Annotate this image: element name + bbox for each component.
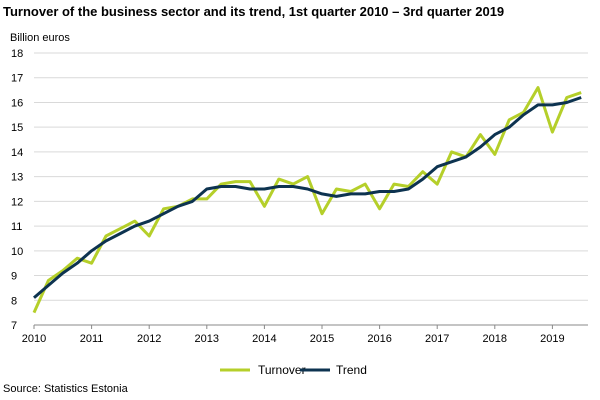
- y-axis-label: Billion euros: [10, 32, 70, 44]
- x-tick-label: 2018: [483, 333, 507, 345]
- legend: Turnover Trend: [220, 363, 367, 377]
- x-tick-label: 2011: [80, 333, 104, 345]
- series-line-trend: [33, 96, 582, 299]
- y-tick-label: 15: [11, 122, 23, 134]
- legend-label-turnover: Turnover: [258, 363, 306, 377]
- x-tick-label: 2014: [252, 333, 276, 345]
- x-tick-labels: 2010 2011 2012 2013 2014 2015 2016 2017 2018 2019: [22, 325, 565, 345]
- series-line-turnover: [32, 86, 582, 314]
- source-note: Source: Statistics Estonia: [3, 383, 128, 395]
- y-tick-label: 11: [11, 221, 22, 233]
- x-tick-label: 2015: [310, 333, 334, 345]
- x-tick-label: 2017: [425, 333, 449, 345]
- x-tick-label: 2019: [540, 333, 564, 345]
- y-tick-label: 8: [11, 295, 17, 307]
- x-tick-label: 2010: [22, 333, 46, 345]
- legend-label-trend: Trend: [336, 363, 367, 377]
- x-tick-label: 2013: [195, 333, 219, 345]
- x-tick-label: 2012: [137, 333, 161, 345]
- y-tick-label: 12: [11, 196, 23, 208]
- series-lines: [32, 86, 582, 314]
- y-tick-label: 7: [11, 320, 17, 332]
- y-tick-label: 17: [11, 73, 23, 85]
- y-tick-labels: 7 8 9 10 11 12 13 14 15 16 17 18: [11, 48, 23, 332]
- y-tick-label: 14: [11, 147, 23, 159]
- y-tick-label: 13: [11, 172, 23, 184]
- x-tick-label: 2016: [367, 333, 391, 345]
- y-tick-label: 16: [11, 97, 23, 109]
- y-tick-label: 18: [11, 48, 23, 60]
- chart-title: Turnover of the business sector and its …: [3, 4, 505, 19]
- y-tick-label: 9: [11, 271, 17, 283]
- y-tick-label: 10: [11, 246, 23, 258]
